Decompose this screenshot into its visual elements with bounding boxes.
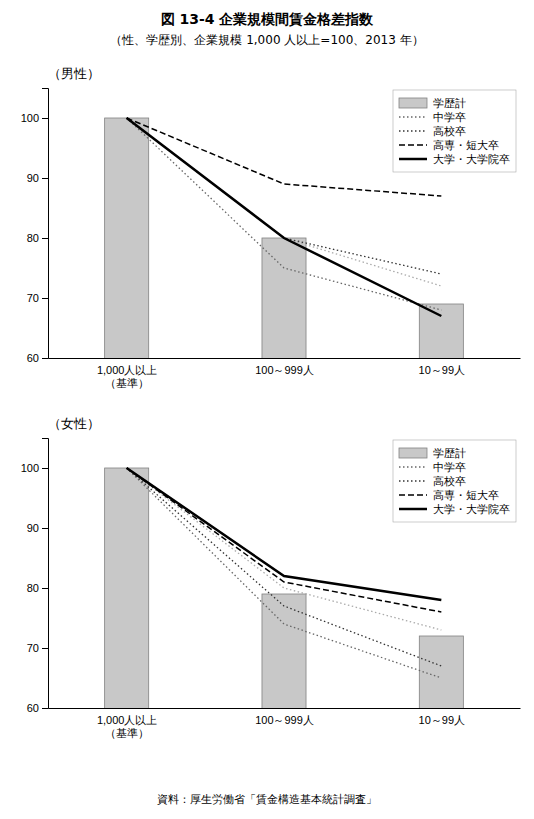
y-tick-mark — [42, 528, 48, 529]
x-axis-line — [49, 358, 521, 359]
x-tick-label: 100～999人 — [255, 714, 314, 726]
x-axis: 1,000人以上（基準） 100～999人 10～99人 — [49, 359, 521, 390]
y-tick: 80 — [27, 582, 48, 594]
legend-swatch — [399, 144, 427, 146]
y-tick: 70 — [27, 642, 48, 654]
y-tick: 100 — [21, 112, 48, 124]
legend-swatch — [399, 466, 427, 467]
y-tick-mark — [42, 648, 48, 649]
legend-item: 大学・大学院卒 — [399, 503, 510, 516]
y-tick-mark — [42, 238, 48, 239]
y-tick-label: 100 — [21, 462, 39, 474]
x-tick-label: 1,000人以上（基準） — [97, 714, 158, 739]
bar — [419, 636, 463, 708]
legend-item: 中学卒 — [399, 111, 466, 124]
legend: 学歴計中学卒高校卒高専・短大卒大学・大学院卒 — [393, 440, 516, 522]
legend-label: 高専・短大卒 — [433, 139, 499, 152]
y-tick-label: 60 — [27, 352, 39, 364]
legend-swatch — [399, 448, 427, 458]
y-tick-mark — [42, 298, 48, 299]
legend-label: 学歴計 — [433, 447, 466, 460]
source-note: 資料：厚生労働省「賃金構造基本統計調査」 — [157, 793, 377, 806]
x-tick: 10～99人 — [419, 714, 465, 726]
chart-svg: 図 13-4 企業規模間賃金格差指数 （性、学歴別、企業規模 1,000 人以上=… — [0, 0, 534, 819]
y-tick-mark — [42, 178, 48, 179]
legend-label: 高校卒 — [433, 125, 466, 138]
y-axis-line — [42, 89, 49, 359]
legend-label: 大学・大学院卒 — [433, 503, 510, 516]
title: 図 13-4 企業規模間賃金格差指数 — [161, 11, 375, 27]
y-tick-mark — [42, 588, 48, 589]
legend-item: 学歴計 — [399, 97, 466, 110]
legend-swatch — [399, 130, 427, 131]
y-tick-label: 60 — [27, 702, 39, 714]
y-axis: 60 70 80 90 100 — [21, 439, 49, 715]
y-tick-label: 70 — [27, 642, 39, 654]
y-tick-mark — [42, 708, 48, 709]
legend-swatch — [399, 508, 427, 511]
legend-label: 学歴計 — [433, 97, 466, 110]
y-tick-mark — [42, 358, 48, 359]
legend-swatch — [399, 98, 427, 108]
legend-swatch — [399, 494, 427, 496]
x-tick-label: 1,000人以上（基準） — [97, 364, 158, 389]
y-tick: 60 — [27, 702, 48, 714]
bar — [105, 468, 149, 708]
x-tick-label: 100～999人 — [255, 364, 314, 376]
y-tick-label: 90 — [27, 172, 39, 184]
panel-title: （男性） — [48, 66, 100, 81]
y-tick-mark — [42, 468, 48, 469]
panel-title: （女性） — [48, 416, 100, 431]
subtitle: （性、学歴別、企業規模 1,000 人以上=100、2013 年） — [110, 33, 423, 47]
legend-box — [393, 440, 516, 522]
y-tick: 80 — [27, 232, 48, 244]
x-tick: 100～999人 — [255, 364, 314, 376]
y-tick: 60 — [27, 352, 48, 364]
legend-swatch — [399, 158, 427, 161]
legend-swatch — [399, 116, 427, 117]
y-tick-label: 80 — [27, 232, 39, 244]
legend: 学歴計中学卒高校卒高専・短大卒大学・大学院卒 — [393, 90, 516, 172]
y-tick: 90 — [27, 172, 48, 184]
x-axis-line — [49, 708, 521, 709]
x-axis: 1,000人以上（基準） 100～999人 10～99人 — [49, 709, 521, 740]
legend-swatch — [399, 480, 427, 481]
legend-item: 中学卒 — [399, 461, 466, 474]
legend-item: 高専・短大卒 — [399, 489, 499, 502]
legend-box — [393, 90, 516, 172]
bar — [419, 304, 463, 358]
x-tick: 1,000人以上（基準） — [97, 714, 158, 739]
x-tick-label: 10～99人 — [419, 714, 465, 726]
legend-label: 中学卒 — [433, 461, 466, 474]
legend-item: 大学・大学院卒 — [399, 153, 510, 166]
legend-item: 高専・短大卒 — [399, 139, 499, 152]
y-tick: 70 — [27, 292, 48, 304]
x-tick-label: 10～99人 — [419, 364, 465, 376]
legend-label: 高専・短大卒 — [433, 489, 499, 502]
y-tick-label: 100 — [21, 112, 39, 124]
legend-label: 高校卒 — [433, 475, 466, 488]
y-tick-label: 90 — [27, 522, 39, 534]
y-tick-label: 80 — [27, 582, 39, 594]
y-axis: 60 70 80 90 100 — [21, 89, 49, 365]
y-tick: 100 — [21, 462, 48, 474]
bar — [262, 594, 306, 708]
y-tick-mark — [42, 118, 48, 119]
legend-item: 高校卒 — [399, 475, 466, 488]
panel: （女性） 60 70 80 90 100 1,000人以上（基準） 100～999人 10～99… — [21, 416, 521, 819]
legend-label: 中学卒 — [433, 111, 466, 124]
y-tick: 90 — [27, 522, 48, 534]
x-tick: 100～999人 — [255, 714, 314, 726]
legend-item: 高校卒 — [399, 125, 466, 138]
legend-item: 学歴計 — [399, 447, 466, 460]
bar — [105, 118, 149, 358]
bar — [262, 238, 306, 358]
x-tick: 10～99人 — [419, 364, 465, 376]
legend-label: 大学・大学院卒 — [433, 153, 510, 166]
y-tick-label: 70 — [27, 292, 39, 304]
x-tick: 1,000人以上（基準） — [97, 364, 158, 389]
y-axis-line — [42, 439, 49, 709]
